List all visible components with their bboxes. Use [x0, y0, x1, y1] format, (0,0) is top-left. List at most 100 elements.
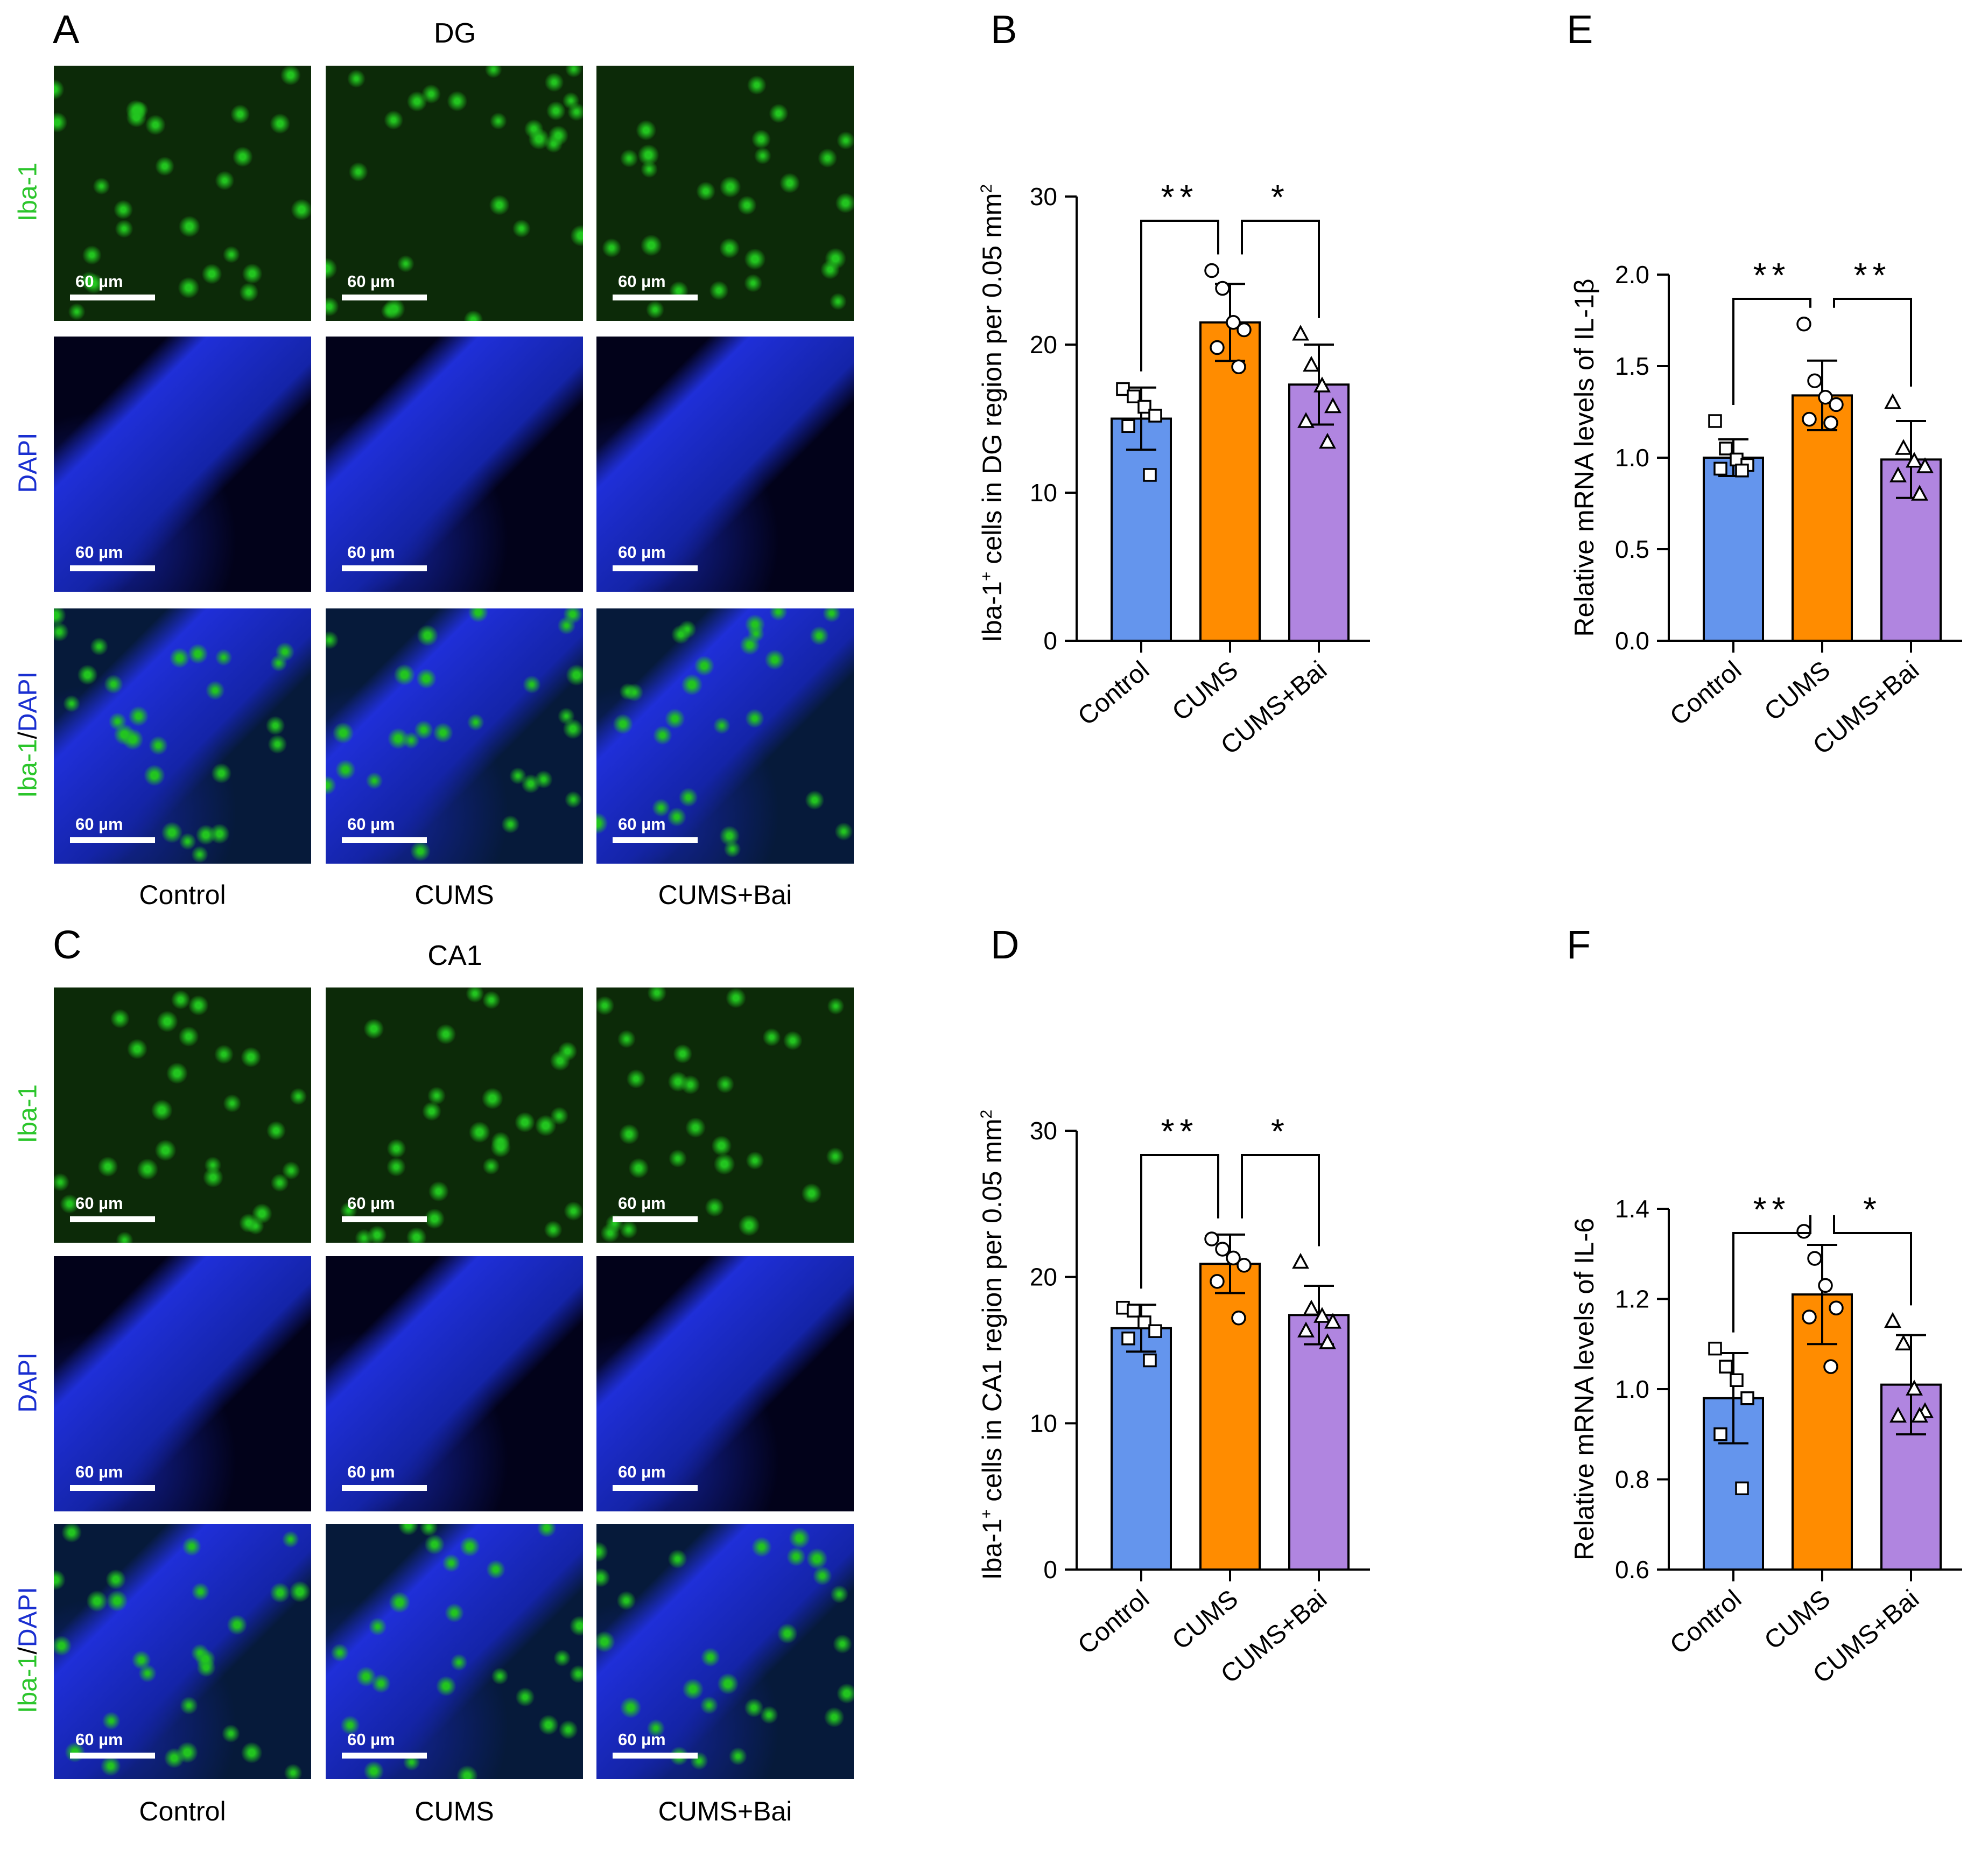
scale-bar-label: 60 µm	[618, 1462, 666, 1481]
column-label-control: Control	[139, 1796, 226, 1826]
scale-bar-label: 60 µm	[75, 1730, 123, 1749]
scale-bar-label: 60 µm	[618, 1730, 666, 1749]
y-tick-label: 0.0	[1615, 627, 1649, 655]
row-label-iba1: Iba-1	[13, 162, 43, 222]
y-axis-label-part: +	[978, 572, 995, 582]
data-point-square	[1127, 389, 1141, 403]
y-tick-label: 1.0	[1615, 1375, 1649, 1403]
panel-letter-c: C	[53, 922, 82, 967]
data-point-circle	[1823, 415, 1838, 431]
data-point-circle	[1237, 1258, 1252, 1273]
micrograph-dapi-cums-bai: 60 µm	[596, 337, 854, 592]
y-tick-label: 0.5	[1615, 535, 1649, 563]
panel-letter-e: E	[1566, 7, 1593, 52]
data-point-square	[1713, 461, 1727, 476]
significance-label: *	[1271, 1112, 1290, 1151]
micrograph-iba-control: 60 µm	[54, 66, 311, 321]
y-tick-label: 0.6	[1615, 1556, 1649, 1584]
y-axis-label-part: +	[978, 1509, 995, 1519]
significance-label: **	[1161, 178, 1199, 216]
row-label-merge-dapi: DAPI	[13, 1587, 43, 1648]
scale-bar-label: 60 µm	[618, 1194, 666, 1213]
y-axis-label: Iba-1+ cells in CA1 region per 0.05 mm2	[977, 1110, 1007, 1580]
data-point-triangle	[1292, 325, 1309, 341]
data-point-triangle	[1324, 1313, 1341, 1329]
x-tick-label: Control	[1664, 656, 1747, 731]
data-point-triangle	[1884, 1312, 1901, 1328]
data-point-circle	[1802, 1309, 1817, 1325]
y-axis-label-part: 2	[978, 184, 995, 193]
data-point-triangle	[1911, 1406, 1928, 1423]
y-tick-label: 20	[1030, 1263, 1057, 1291]
data-point-circle	[1237, 322, 1252, 338]
row-label-merge-sep: /	[13, 732, 43, 739]
y-tick-label: 0	[1043, 1556, 1057, 1584]
chart-e-il1b: 0.0 0.5 1.0 1.5 2.0 Relative mRNA levels of I…	[1569, 256, 1962, 760]
scale-bar	[342, 1485, 427, 1491]
scale-bar	[342, 565, 427, 571]
significance-label: **	[1753, 256, 1791, 295]
bar-cums	[1199, 321, 1261, 642]
data-point-circle	[1802, 411, 1817, 427]
bar-cums	[1199, 1263, 1261, 1571]
micrograph-dapi-cums: 60 µm	[326, 337, 583, 592]
region-title-dg: DG	[434, 18, 476, 49]
scale-bar-label: 60 µm	[347, 1194, 395, 1213]
data-point-square	[1127, 1304, 1141, 1318]
data-point-square	[1137, 400, 1151, 414]
bar-cums	[1792, 394, 1853, 642]
scale-bar	[342, 1216, 427, 1222]
data-point-square	[1730, 1373, 1744, 1387]
data-point-square	[1116, 382, 1130, 396]
data-point-circle	[1818, 1278, 1833, 1293]
data-point-circle	[1807, 373, 1822, 388]
significance-bracket	[1140, 1154, 1219, 1289]
data-point-triangle	[1895, 1334, 1912, 1350]
data-point-circle	[1226, 315, 1241, 330]
y-tick-label: 0.8	[1615, 1466, 1649, 1494]
significance-bracket	[1833, 298, 1912, 387]
scale-bar	[342, 295, 427, 300]
data-point-square	[1121, 1332, 1135, 1346]
scale-bar-label: 60 µm	[618, 815, 666, 834]
row-label-dapi: DAPI	[13, 1352, 43, 1413]
scale-bar	[70, 1753, 155, 1759]
significance-label: **	[1753, 1190, 1791, 1229]
data-point-circle	[1231, 1310, 1246, 1326]
row-label-merge-iba1: Iba-1	[13, 1654, 43, 1713]
column-label-cums-bai: CUMS+Bai	[658, 1796, 792, 1826]
data-point-triangle	[1889, 1406, 1907, 1423]
y-tick-label: 2.0	[1615, 261, 1649, 289]
row-label-merge-iba1: Iba-1	[13, 739, 43, 798]
y-tick-label: 10	[1030, 1409, 1057, 1437]
data-point-triangle	[1297, 412, 1315, 428]
scale-bar	[613, 565, 698, 571]
y-axis-label-part: cells in DG region per 0.05 mm	[977, 193, 1007, 572]
data-point-square	[1735, 1481, 1749, 1495]
y-tick-label: 0	[1043, 627, 1057, 655]
data-point-circle	[1796, 317, 1811, 332]
data-point-circle	[1829, 1300, 1844, 1315]
data-point-circle	[1823, 1359, 1838, 1374]
micrograph-dapi-cums: 60 µm	[326, 1256, 583, 1511]
y-axis-label-part: cells in CA1 region per 0.05 mm	[977, 1118, 1007, 1509]
micrograph-dapi-cums-bai: 60 µm	[596, 1256, 854, 1511]
data-point-circle	[1204, 1231, 1219, 1246]
data-point-square	[1708, 414, 1722, 428]
significance-bracket	[1241, 220, 1320, 318]
chart-f-il6: 0.6 0.8 1.0 1.2 1.4 Relative mRNA levels of I…	[1569, 1190, 1962, 1689]
x-tick-label: Control	[1664, 1585, 1747, 1660]
scale-bar-label: 60 µm	[75, 1194, 123, 1213]
y-tick-label: 10	[1030, 479, 1057, 507]
x-tick-label: CUMS	[1167, 1585, 1244, 1655]
bar-control	[1111, 417, 1172, 642]
data-point-circle	[1215, 1242, 1230, 1257]
data-point-square	[1143, 468, 1157, 482]
data-point-triangle	[1297, 1321, 1315, 1337]
scale-bar	[70, 565, 155, 571]
y-axis-label-part: Relative mRNA levels of IL-1β	[1569, 278, 1599, 636]
data-point-square	[1148, 1324, 1162, 1338]
scale-bar	[613, 1753, 698, 1759]
scale-bar	[613, 1485, 698, 1491]
x-tick-label: CUMS	[1759, 656, 1836, 726]
